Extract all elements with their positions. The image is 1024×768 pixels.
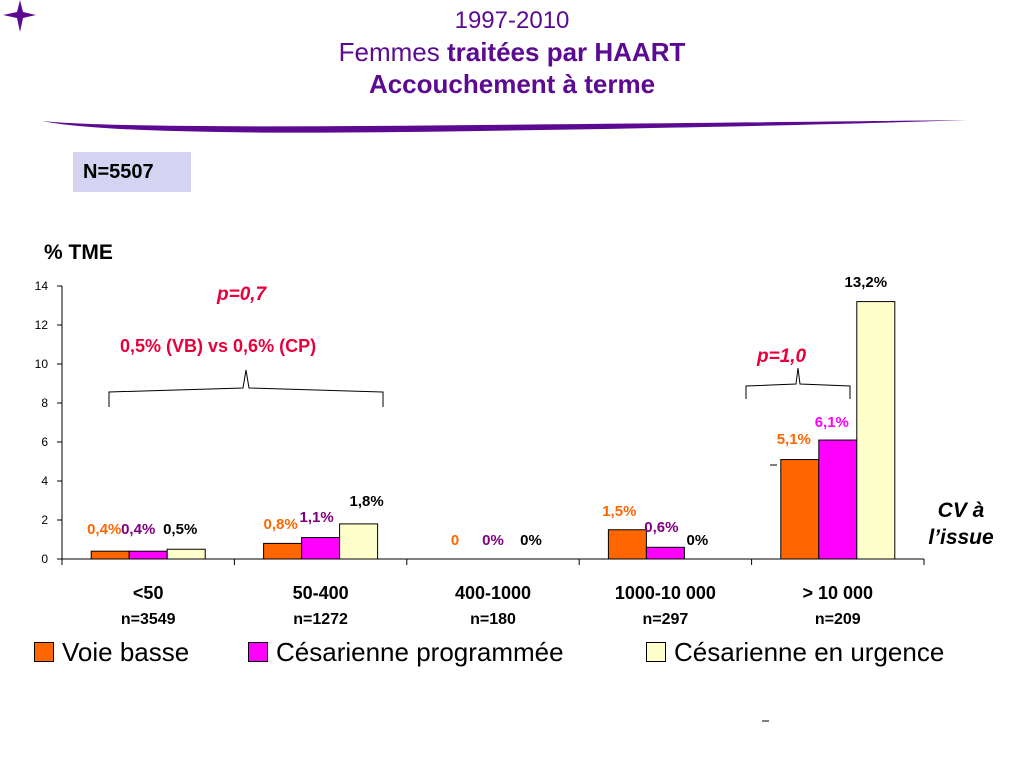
category-n-label: n=1272 (293, 611, 348, 628)
data-label: 0% (482, 532, 504, 549)
y-axis-label: % TME (44, 241, 113, 264)
y-tick-label: 4 (41, 474, 48, 488)
legend-swatch-magenta (248, 642, 268, 662)
data-label: 0,4% (121, 521, 155, 538)
bar (128, 550, 168, 560)
bar (818, 439, 858, 560)
category-n-label: n=297 (642, 611, 688, 628)
y-tick-label: 8 (41, 396, 48, 410)
legend-item-cesarienne-urgence: Césarienne en urgence (646, 636, 944, 668)
x-axis-labels: <50 n=3549 50-400 n=1272 400-1000 n=180 1000-1… (121, 583, 873, 628)
y-tick-label: 10 (35, 357, 49, 371)
legend-item-cesarienne-programmee: Césarienne programmée (248, 636, 564, 668)
slide-title: 1997-2010 Femmes traitées par HAART Acco… (0, 6, 1024, 100)
data-label: 0% (687, 532, 709, 549)
y-tick-label: 12 (35, 318, 49, 332)
bar (645, 546, 685, 560)
vb-vs-cp-annotation: 0,5% (VB) vs 0,6% (CP) (120, 336, 316, 356)
sample-size-box: N=5507 (73, 152, 191, 192)
cv-at-outcome-label: CV à l’issue (916, 497, 1006, 551)
value-labels: 0,4% 0,8% 0 1,5% 5,1% 0,4% 1,1% 0% 0,6% 6,1% 0,5% 1… (87, 274, 887, 549)
legend-item-voie-basse: Voie basse (34, 636, 189, 668)
data-label: 0,6% (644, 519, 678, 536)
title-subject-bold: traitées par HAART (446, 37, 686, 67)
bar (780, 459, 820, 560)
bar (263, 542, 303, 560)
category-label: 400-1000 (455, 583, 531, 603)
title-subject-plain: Femmes (338, 37, 447, 67)
category-label: > 10 000 (803, 583, 874, 603)
bar (90, 550, 130, 560)
category-n-label: n=3549 (121, 611, 176, 628)
cv-label-line2: l’issue (928, 526, 994, 549)
title-subject: Femmes traitées par HAART (0, 36, 1024, 68)
star-icon (3, 0, 36, 32)
y-tick-label: 0 (41, 552, 48, 566)
legend-label: Césarienne en urgence (674, 636, 945, 667)
bar (166, 548, 206, 560)
bar (607, 529, 647, 560)
right-bracket (745, 367, 851, 399)
bar (301, 537, 341, 560)
data-label: 1,8% (349, 493, 383, 510)
title-outcome: Accouchement à terme (368, 69, 656, 99)
category-label: 1000-10 000 (615, 583, 716, 603)
p-value-left: p=0,7 (216, 284, 268, 305)
data-label: 0% (520, 532, 542, 549)
bar (856, 301, 896, 560)
left-bracket (108, 369, 384, 407)
data-label: 0,8% (263, 516, 297, 533)
legend-label: Voie basse (62, 636, 190, 667)
title-years: 1997-2010 (454, 7, 570, 34)
cv-label-line1: CV à (937, 499, 985, 522)
data-label: 6,1% (815, 414, 849, 431)
data-label: 0,5% (163, 521, 197, 538)
y-tick-label: 14 (35, 279, 49, 293)
data-label: 1,5% (602, 503, 636, 520)
bars (90, 301, 896, 560)
legend-label: Césarienne programmée (276, 636, 564, 667)
legend-swatch-orange (34, 642, 54, 662)
data-label: 1,1% (299, 509, 333, 526)
category-label: 50-400 (293, 583, 349, 603)
legend-swatch-yellow (646, 642, 666, 662)
category-n-label: n=180 (470, 611, 516, 628)
data-label: 5,1% (777, 431, 811, 448)
y-tick-label: 6 (41, 435, 48, 449)
category-label: <50 (133, 583, 164, 603)
data-label: 13,2% (845, 274, 888, 291)
data-label: 0,4% (87, 521, 121, 538)
title-swoosh-divider (42, 120, 968, 133)
bar (339, 523, 379, 560)
data-label: 0 (451, 532, 459, 549)
category-n-label: n=209 (815, 611, 861, 628)
y-tick-label: 2 (41, 513, 48, 527)
p-value-right: p=1,0 (756, 346, 807, 367)
